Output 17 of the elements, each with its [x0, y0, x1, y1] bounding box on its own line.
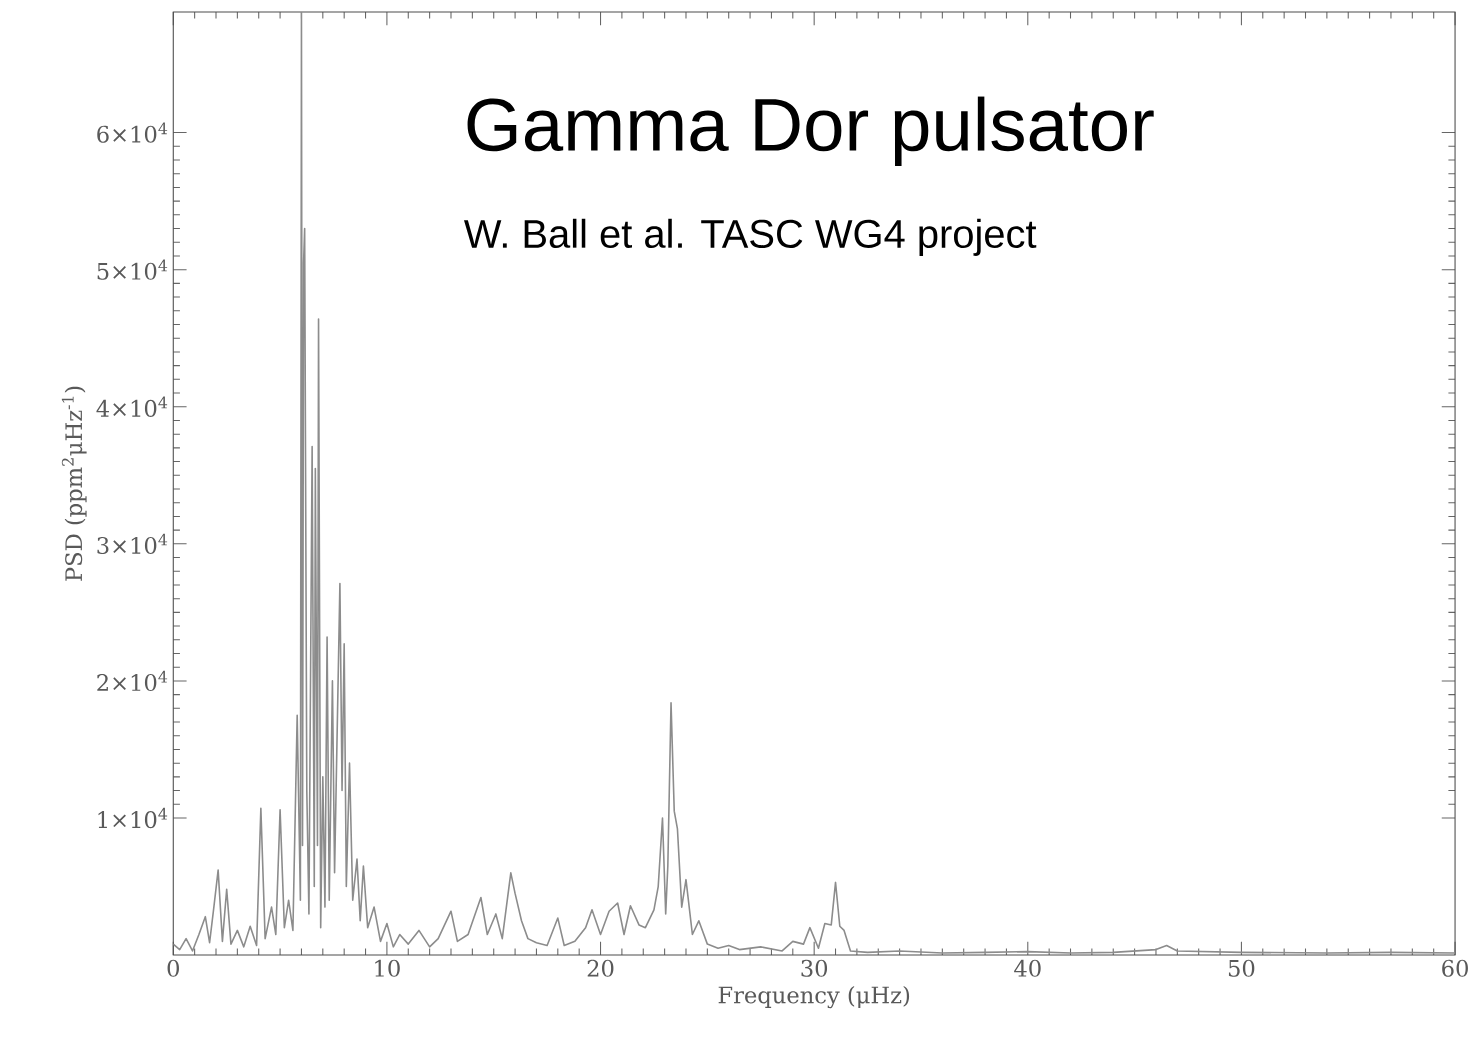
- x-tick-label: 20: [587, 959, 614, 977]
- x-axis-title: Frequency (μHz): [718, 985, 910, 1009]
- x-tick-label: 40: [1014, 959, 1041, 977]
- y-tick-label: 3×10$^{4}$: [97, 533, 168, 554]
- text: W. Ball et al. TASC WG4 project: [463, 218, 1037, 256]
- y-axis-title: PSD (ppm$^{2}$μHz$^{-1}$): [61, 386, 87, 581]
- text: Gamma Dor pulsator: [467, 96, 1154, 166]
- y-tick-label: 6×10$^{4}$: [97, 122, 168, 143]
- x-tick-label: 0: [167, 959, 179, 977]
- x-tick-label: 10: [375, 959, 400, 977]
- y-tick-label: 4×10$^{4}$: [96, 396, 168, 417]
- x-tick-label: 30: [801, 959, 828, 977]
- y-tick-label: 2×10$^{4}$: [97, 670, 168, 691]
- x-tick-label: 50: [1228, 959, 1255, 977]
- x-tick-label: 60: [1442, 959, 1468, 977]
- y-tick-label: 5×10$^{4}$: [97, 259, 168, 280]
- y-tick-label: 1×10$^{4}$: [98, 807, 168, 829]
